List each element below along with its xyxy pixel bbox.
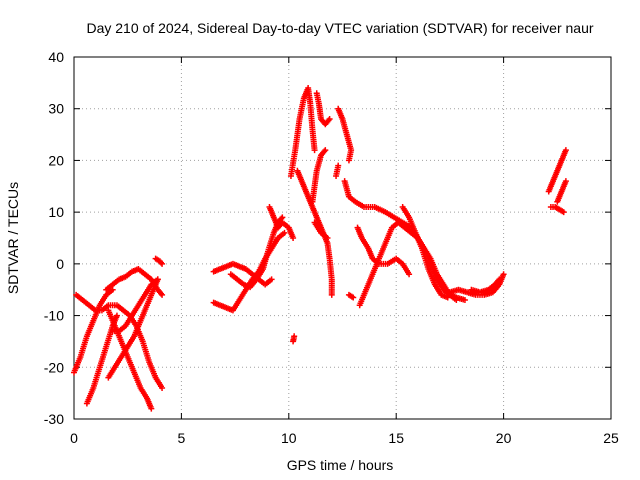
data-point [109,328,116,335]
axis-ticks: 0 5 10 15 20 25 -30 -20 -10 0 10 20 30 40 [44,49,619,446]
data-point [356,302,363,309]
plot-frame [73,56,612,420]
data-point [496,276,503,283]
series-arc25 [400,205,451,301]
data-point [345,291,352,298]
data-point [554,198,561,205]
data-point [71,369,77,376]
y-tick-label: 20 [48,152,64,168]
data-point [562,147,569,154]
series-arc1 [71,286,116,374]
data-point [500,271,507,278]
data-point [73,291,80,298]
series-arc20 [333,162,342,177]
data-point [468,286,475,293]
data-point [446,289,453,296]
data-point [290,338,297,345]
data-point [154,276,161,283]
y-axis-label: SDTVAR / TECUs [5,182,21,294]
x-tick-label: 5 [178,430,186,446]
series-arc19 [335,107,355,164]
y-tick-label: 0 [56,256,64,272]
data-point [290,235,297,241]
data-point [562,178,569,185]
series-arc7 [104,266,166,298]
x-tick-label: 20 [496,430,512,446]
data-point [103,286,110,293]
data-point [287,172,294,179]
data-point [560,209,567,216]
x-tick-label: 15 [388,430,404,446]
data-point [210,299,217,306]
data-point [547,203,554,210]
data-point [105,374,112,381]
data-point [294,167,301,174]
data-point [148,405,155,412]
data-point [354,224,361,231]
data-point [333,172,340,179]
data-point [105,307,112,314]
data-point [350,294,357,301]
data-point [281,229,288,236]
data-point [326,116,333,123]
data-point [309,198,316,205]
data-point [113,312,120,319]
data-point [268,276,275,283]
series-arc29 [550,203,567,216]
data-point [345,157,352,164]
series-arc14 [288,85,318,177]
series-arc18 [312,221,331,241]
data-point [266,203,273,210]
data-point [461,297,468,304]
series-arc27 [470,276,503,296]
data-point [322,147,329,154]
data-point [227,271,234,278]
data-point [444,294,451,301]
grid [74,57,611,419]
data-point [328,291,335,298]
y-tick-label: -30 [44,411,64,427]
series-arc15 [295,169,335,298]
data-point [406,271,413,278]
series-arc17 [309,147,329,203]
data-point [399,203,406,210]
y-tick-label: 40 [48,49,64,65]
series-arc24 [357,219,468,307]
x-tick-label: 0 [70,430,78,446]
data-point [545,188,552,195]
series-arc16 [314,92,333,128]
data-point [210,268,217,275]
x-axis-label: GPS time / hours [287,457,394,473]
data-point [311,219,318,226]
data-point [159,291,166,298]
data-point [109,286,116,293]
x-tick-label: 10 [281,430,297,446]
data-points [71,85,569,412]
y-tick-label: -20 [44,359,64,375]
y-tick-label: 30 [48,101,64,117]
y-tick-label: 10 [48,204,64,220]
data-point [159,260,166,267]
data-point [313,90,320,97]
data-point [335,105,342,112]
data-point [341,178,348,185]
data-point [279,214,286,221]
data-point [311,147,318,154]
series-arc11 [229,214,286,291]
series-arc23 [355,226,413,278]
data-point [83,400,90,407]
y-tick-label: -10 [44,308,64,324]
data-point [324,235,331,241]
data-point [335,162,342,169]
data-point [159,384,166,391]
data-point [152,255,159,262]
series-arc12 [267,205,297,241]
x-tick-label: 25 [603,430,619,446]
chart-title: Day 210 of 2024, Sidereal Day-to-day VTE… [86,20,593,36]
data-point [291,333,298,340]
